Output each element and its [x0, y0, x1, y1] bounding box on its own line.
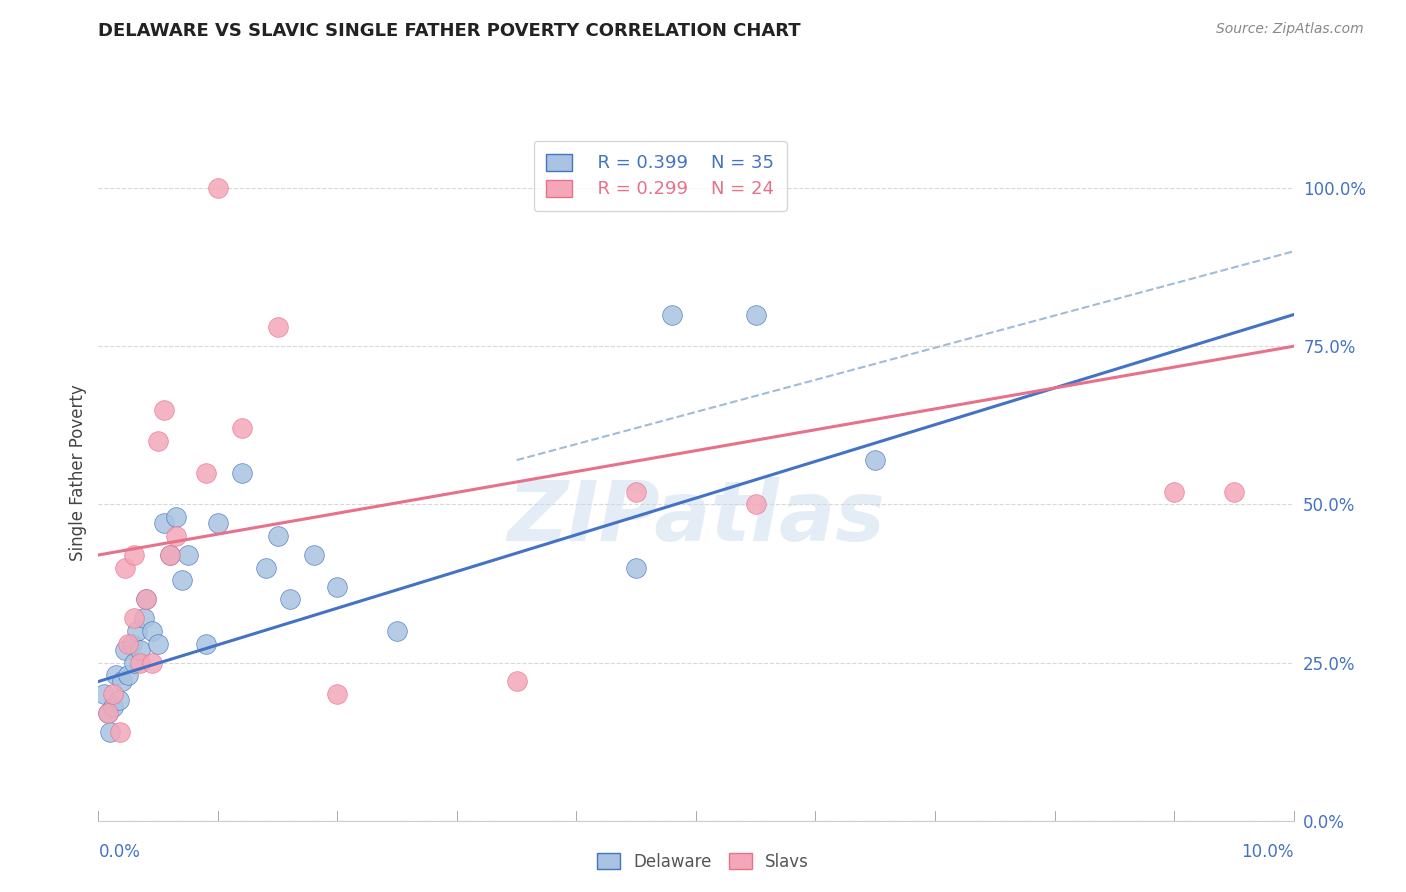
Point: [863, 453, 887, 467]
Point: [97, 706, 120, 720]
Text: Source: ZipAtlas.com: Source: ZipAtlas.com: [1216, 22, 1364, 37]
Point: [129, 643, 152, 657]
Point: [661, 308, 683, 322]
Point: [100, 725, 122, 739]
Point: [254, 560, 277, 574]
Point: [135, 592, 157, 607]
Point: [124, 656, 146, 670]
Point: [231, 466, 253, 480]
Point: [626, 560, 648, 574]
Point: [93, 687, 115, 701]
Point: [506, 674, 529, 689]
Point: [153, 516, 176, 531]
Point: [153, 402, 176, 417]
Point: [207, 181, 229, 195]
Point: [125, 624, 148, 638]
Point: [745, 497, 768, 511]
Point: [148, 636, 170, 650]
Point: [114, 560, 136, 574]
Point: [101, 699, 124, 714]
Point: [159, 548, 181, 562]
Text: 0.0%: 0.0%: [98, 843, 141, 861]
Point: [267, 529, 290, 543]
Point: [97, 706, 120, 720]
Point: [141, 624, 163, 638]
Point: [385, 624, 409, 638]
Point: [141, 656, 163, 670]
Point: [124, 548, 146, 562]
Point: [165, 510, 187, 524]
Point: [326, 687, 349, 701]
Point: [165, 529, 187, 543]
Legend:   R = 0.399    N = 35,   R = 0.299    N = 24: R = 0.399 N = 35, R = 0.299 N = 24: [534, 141, 786, 211]
Point: [135, 592, 157, 607]
Point: [195, 466, 218, 480]
Point: [132, 611, 155, 625]
Point: [124, 611, 146, 625]
Text: 10.0%: 10.0%: [1241, 843, 1294, 861]
Point: [108, 725, 131, 739]
Point: [129, 656, 152, 670]
Point: [172, 574, 194, 588]
Point: [1163, 484, 1185, 499]
Point: [107, 693, 129, 707]
Point: [117, 636, 139, 650]
Point: [159, 548, 181, 562]
Point: [114, 643, 136, 657]
Point: [302, 548, 325, 562]
Point: [177, 548, 200, 562]
Point: [101, 687, 124, 701]
Y-axis label: Single Father Poverty: Single Father Poverty: [69, 384, 87, 561]
Point: [626, 484, 648, 499]
Point: [117, 668, 139, 682]
Point: [195, 636, 218, 650]
Point: [207, 516, 229, 531]
Point: [326, 580, 349, 594]
Point: [1222, 484, 1246, 499]
Point: [121, 636, 143, 650]
Text: ZIPatlas: ZIPatlas: [508, 476, 884, 558]
Point: [231, 421, 253, 435]
Point: [148, 434, 170, 449]
Legend: Delaware, Slavs: Delaware, Slavs: [589, 845, 817, 880]
Point: [278, 592, 301, 607]
Point: [105, 668, 128, 682]
Point: [745, 308, 768, 322]
Point: [267, 320, 290, 334]
Text: DELAWARE VS SLAVIC SINGLE FATHER POVERTY CORRELATION CHART: DELAWARE VS SLAVIC SINGLE FATHER POVERTY…: [98, 22, 801, 40]
Point: [111, 674, 134, 689]
